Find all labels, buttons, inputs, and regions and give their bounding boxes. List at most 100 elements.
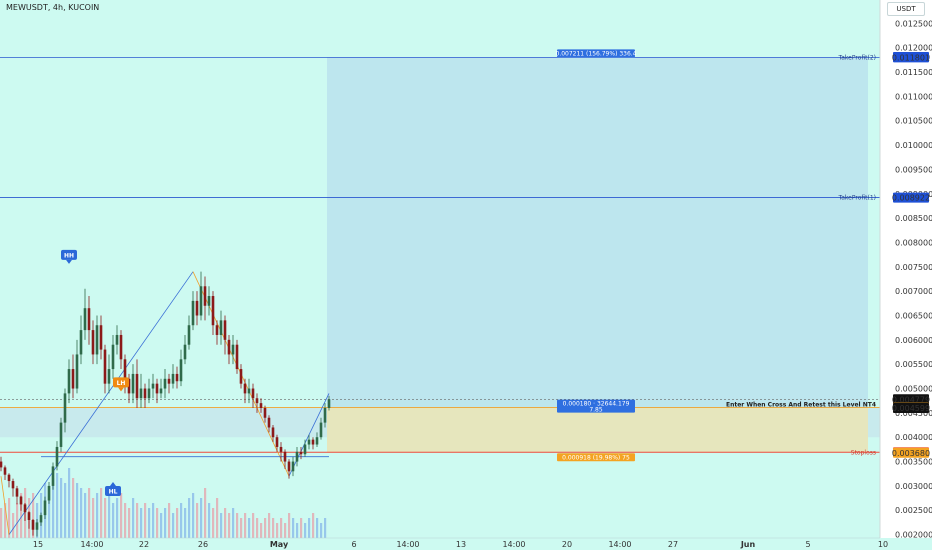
candle-body bbox=[287, 461, 291, 472]
candle-body bbox=[227, 339, 231, 355]
volume-bar bbox=[316, 518, 319, 538]
volume-bar bbox=[0, 508, 3, 538]
volume-bar bbox=[196, 503, 199, 538]
price-tick-label: 0.010500 bbox=[895, 117, 932, 126]
candle-body bbox=[15, 488, 19, 497]
candle-body bbox=[135, 373, 139, 399]
volume-bar bbox=[128, 508, 131, 538]
volume-bar bbox=[112, 503, 115, 538]
marker-hh bbox=[61, 249, 77, 260]
price-tick-label: 0.003500 bbox=[895, 458, 932, 467]
price-tick-label: 0.005000 bbox=[895, 385, 932, 394]
candle-body bbox=[231, 344, 235, 355]
price-tick-label: 0.011000 bbox=[895, 92, 932, 101]
candle-body bbox=[319, 422, 323, 438]
uptrend-line bbox=[8, 271, 194, 535]
price-tick-label: 0.002500 bbox=[895, 506, 932, 515]
volume-bar bbox=[220, 513, 223, 538]
price-tag-text: 0.011801 bbox=[892, 53, 930, 62]
volume-bar bbox=[60, 478, 63, 538]
volume-bar bbox=[256, 518, 259, 538]
time-tick-label: 22 bbox=[139, 540, 149, 549]
price-tick-label: 0.011500 bbox=[895, 68, 932, 77]
volume-bar bbox=[20, 493, 23, 538]
candle-body bbox=[71, 369, 75, 389]
candle-body bbox=[271, 427, 275, 438]
candle-body bbox=[175, 373, 179, 382]
price-tick-label: 0.007500 bbox=[895, 263, 932, 272]
marker-label: HL bbox=[109, 489, 118, 496]
candle-body bbox=[55, 446, 59, 467]
price-tag-text: 0.004779 bbox=[892, 395, 930, 404]
stop-info-box bbox=[557, 453, 635, 462]
volume-bar bbox=[180, 503, 183, 538]
volume-bar bbox=[116, 498, 119, 538]
volume-bar bbox=[32, 493, 35, 538]
volume-bar bbox=[52, 478, 55, 538]
candle-body bbox=[207, 296, 211, 306]
price-tag bbox=[893, 403, 929, 414]
volume-bar bbox=[184, 508, 187, 538]
candle-body bbox=[99, 325, 103, 350]
volume-bar bbox=[236, 513, 239, 538]
volume-bar bbox=[144, 503, 147, 538]
candle-body bbox=[115, 334, 119, 345]
time-tick-label: 10 bbox=[878, 540, 888, 549]
candle-body bbox=[79, 330, 83, 355]
symbol-title: MEWUSDT, 4h, KUCOIN bbox=[6, 3, 100, 12]
marker-label: LH bbox=[117, 380, 126, 387]
price-tick-label: 0.009500 bbox=[895, 165, 932, 174]
price-axis[interactable] bbox=[880, 0, 932, 550]
volume-bar bbox=[284, 523, 287, 538]
volume-bar bbox=[188, 498, 191, 538]
volume-bar bbox=[140, 508, 143, 538]
volume-bar bbox=[320, 523, 323, 538]
volume-bar bbox=[260, 523, 263, 538]
candle-body bbox=[27, 512, 31, 520]
candle-body bbox=[239, 369, 243, 384]
candle-body bbox=[91, 330, 95, 355]
candle-body bbox=[299, 451, 303, 455]
candle-body bbox=[279, 446, 283, 452]
candle-body bbox=[235, 344, 239, 370]
candle-body bbox=[191, 300, 195, 326]
volume-bar bbox=[108, 493, 111, 538]
volume-bar bbox=[64, 483, 67, 538]
time-axis[interactable] bbox=[0, 538, 932, 550]
stop-info-text: 0.000918 (19.98%) 75 bbox=[562, 454, 630, 461]
candle-body bbox=[107, 369, 111, 384]
candle-body bbox=[267, 417, 271, 428]
candle-body bbox=[171, 373, 175, 384]
candle-body bbox=[263, 408, 267, 418]
currency-button[interactable]: USDT bbox=[887, 2, 925, 16]
volume-bar bbox=[300, 518, 303, 538]
time-tick-label: May bbox=[270, 540, 289, 549]
candle-body bbox=[195, 300, 199, 316]
candle-body bbox=[179, 359, 183, 382]
price-tag bbox=[893, 394, 929, 405]
candle-body bbox=[295, 451, 299, 462]
candle-body bbox=[147, 388, 151, 399]
candle-body bbox=[307, 439, 311, 445]
volume-bar bbox=[132, 498, 135, 538]
volume-bar bbox=[252, 513, 255, 538]
candle-body bbox=[23, 504, 27, 513]
candle-body bbox=[219, 320, 223, 335]
loss-zone bbox=[327, 407, 868, 453]
price-tick-label: 0.006000 bbox=[895, 336, 932, 345]
candle-body bbox=[323, 408, 327, 423]
candle-body bbox=[131, 373, 135, 394]
volume-bar bbox=[208, 503, 211, 538]
candle-body bbox=[223, 320, 227, 340]
time-tick-label: 14:00 bbox=[396, 540, 419, 549]
volume-bar bbox=[72, 478, 75, 538]
volume-bar bbox=[68, 468, 71, 538]
time-tick-label: 5 bbox=[805, 540, 810, 549]
volume-bar bbox=[192, 493, 195, 538]
target-info-text: 0.007211 (156.79%) 336.4 bbox=[556, 50, 637, 57]
volume-bar bbox=[276, 523, 279, 538]
candle-body bbox=[327, 399, 331, 409]
time-tick-label: 13 bbox=[456, 540, 466, 549]
candle-body bbox=[243, 383, 247, 394]
